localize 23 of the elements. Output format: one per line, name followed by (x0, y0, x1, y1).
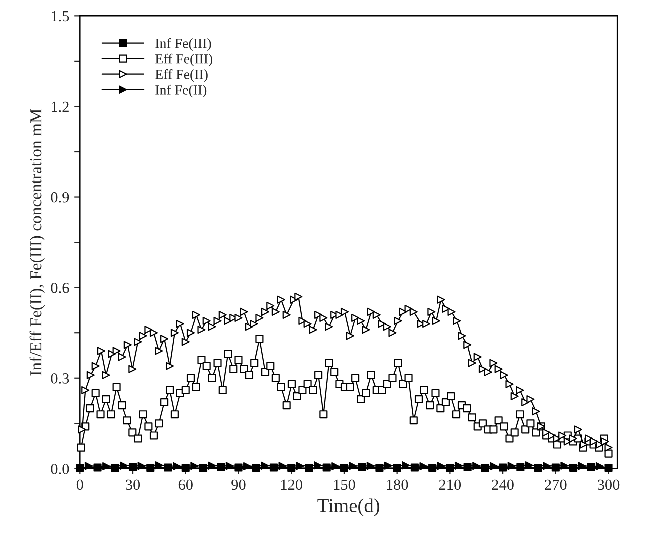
y-tick-label: 0.9 (51, 192, 70, 203)
x-tick-label: 180 (387, 480, 408, 490)
y-tick-label: 1.2 (52, 102, 69, 112)
x-tick-label: 30 (126, 480, 140, 490)
y-tick-label: 1.5 (52, 11, 70, 22)
x-tick-label: 270 (545, 480, 567, 490)
x-tick-label: 240 (492, 480, 514, 490)
legend-label: Eff Fe(II) (156, 69, 208, 82)
legend-label: Eff Fe(III) (156, 54, 213, 67)
y-axis-title: Inf/Eff Fe(II), Fe(III) concentration mM (30, 109, 46, 376)
legend-label: Inf Fe(II) (156, 84, 207, 98)
x-axis-title: Time(d) (318, 498, 380, 516)
x-tick-label: 210 (439, 480, 462, 490)
x-tick-label: 300 (598, 480, 620, 490)
x-tick-label: 150 (334, 480, 356, 490)
x-tick-label: 90 (232, 480, 246, 490)
y-tick-label: 0.6 (51, 282, 70, 294)
x-tick-label: 0 (76, 480, 84, 490)
legend-label: Inf Fe(III) (156, 38, 212, 52)
x-tick-label: 60 (178, 480, 193, 490)
y-tick-label: 0.3 (51, 374, 70, 384)
x-tick-label: 120 (281, 480, 302, 490)
y-tick-label: 0.0 (51, 464, 70, 474)
